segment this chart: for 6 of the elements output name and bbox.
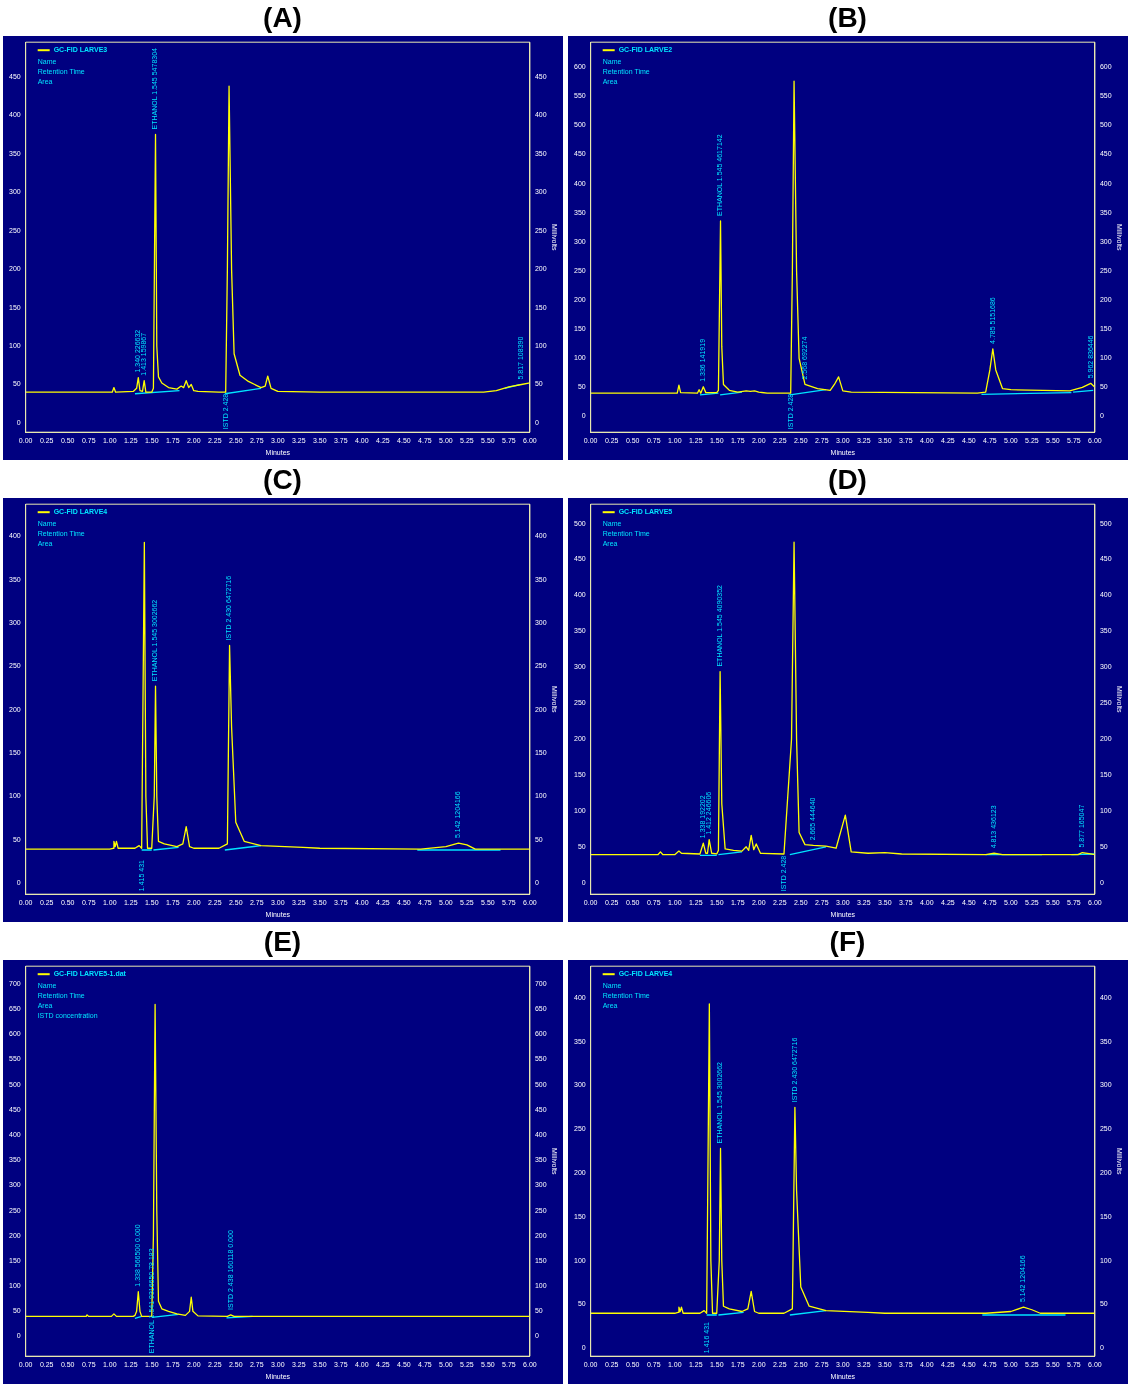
chart-title: (F)	[829, 926, 866, 958]
chart-title: (E)	[263, 926, 302, 958]
chart-title: (A)	[263, 2, 302, 34]
chart-title: (D)	[828, 464, 867, 496]
chart-title: (B)	[828, 2, 867, 34]
chart-title: (C)	[263, 464, 302, 496]
